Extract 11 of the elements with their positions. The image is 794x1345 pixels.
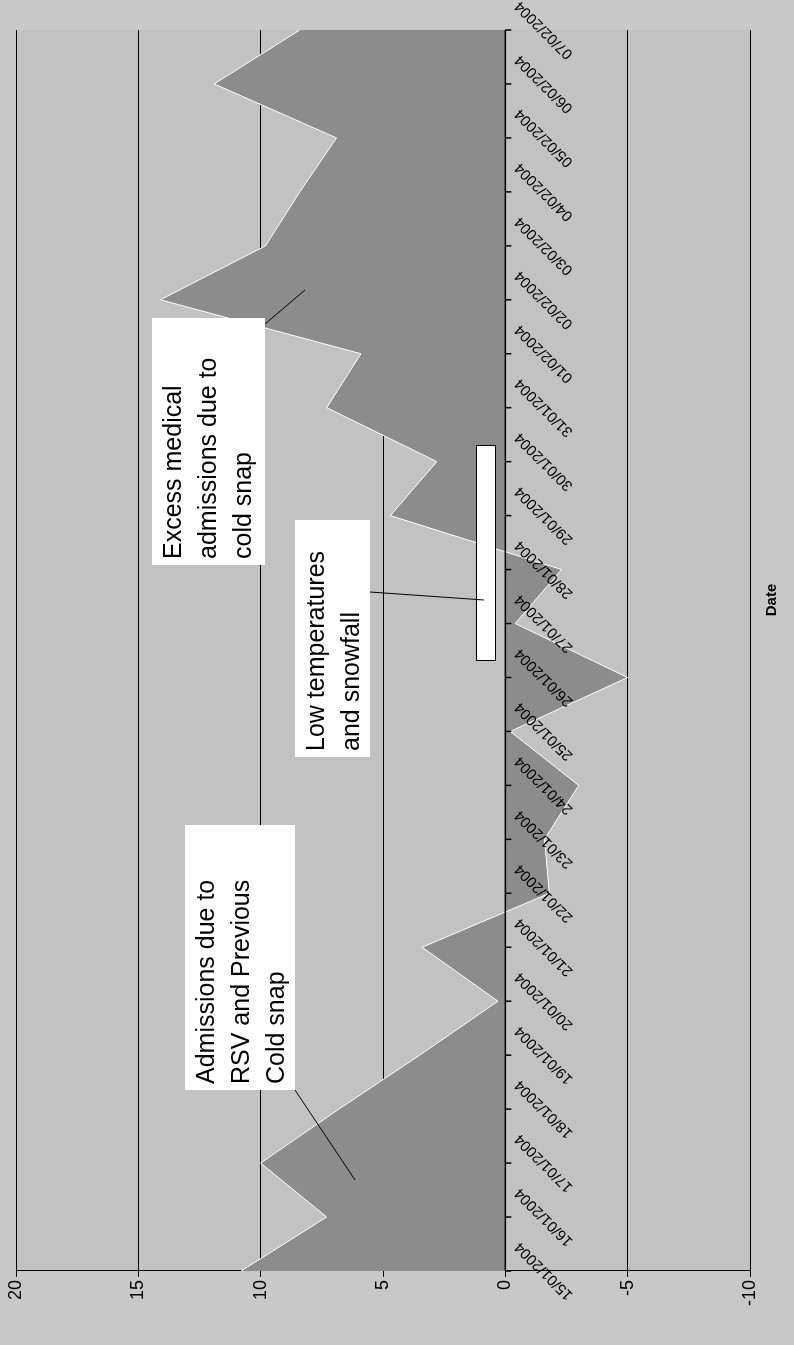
x-tick-label: -5 bbox=[616, 1279, 637, 1296]
x-tick-label: 15 bbox=[127, 1279, 148, 1301]
x-tick-label: -10 bbox=[738, 1279, 759, 1306]
callout-box: Admissions due to RSV and Previous Cold snap bbox=[185, 825, 295, 1090]
x-tick-label: 0 bbox=[494, 1279, 515, 1290]
callout-box: Excess medical admissions due to cold snap bbox=[152, 318, 265, 565]
callout-box: Low temperatures and snowfall bbox=[295, 520, 370, 757]
y-axis-title: Date bbox=[762, 583, 780, 617]
x-tick-label: 10 bbox=[249, 1279, 270, 1301]
x-tick-label: 5 bbox=[371, 1279, 392, 1290]
x-tick-label: 20 bbox=[4, 1279, 25, 1301]
